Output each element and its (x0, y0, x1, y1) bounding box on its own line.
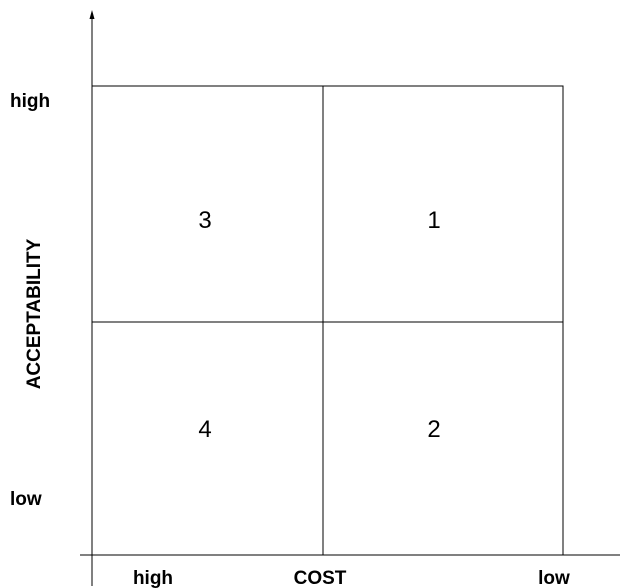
quadrant-top-left-label: 3 (198, 207, 211, 234)
y-axis-title: ACCEPTABILITY (24, 238, 45, 389)
matrix-frame (91, 85, 564, 556)
quadrant-bottom-left-label: 4 (198, 416, 211, 443)
y-axis-arrow-icon (89, 10, 95, 19)
quadrant-top-right-label: 1 (427, 207, 440, 234)
y-axis-high-label: high (10, 91, 50, 112)
x-axis-low-label: low (538, 568, 570, 588)
x-axis-title: COST (294, 568, 347, 588)
quadrant-bottom-right-label: 2 (427, 416, 440, 443)
y-axis-low-label: low (10, 489, 42, 510)
x-axis-high-label: high (133, 568, 173, 588)
